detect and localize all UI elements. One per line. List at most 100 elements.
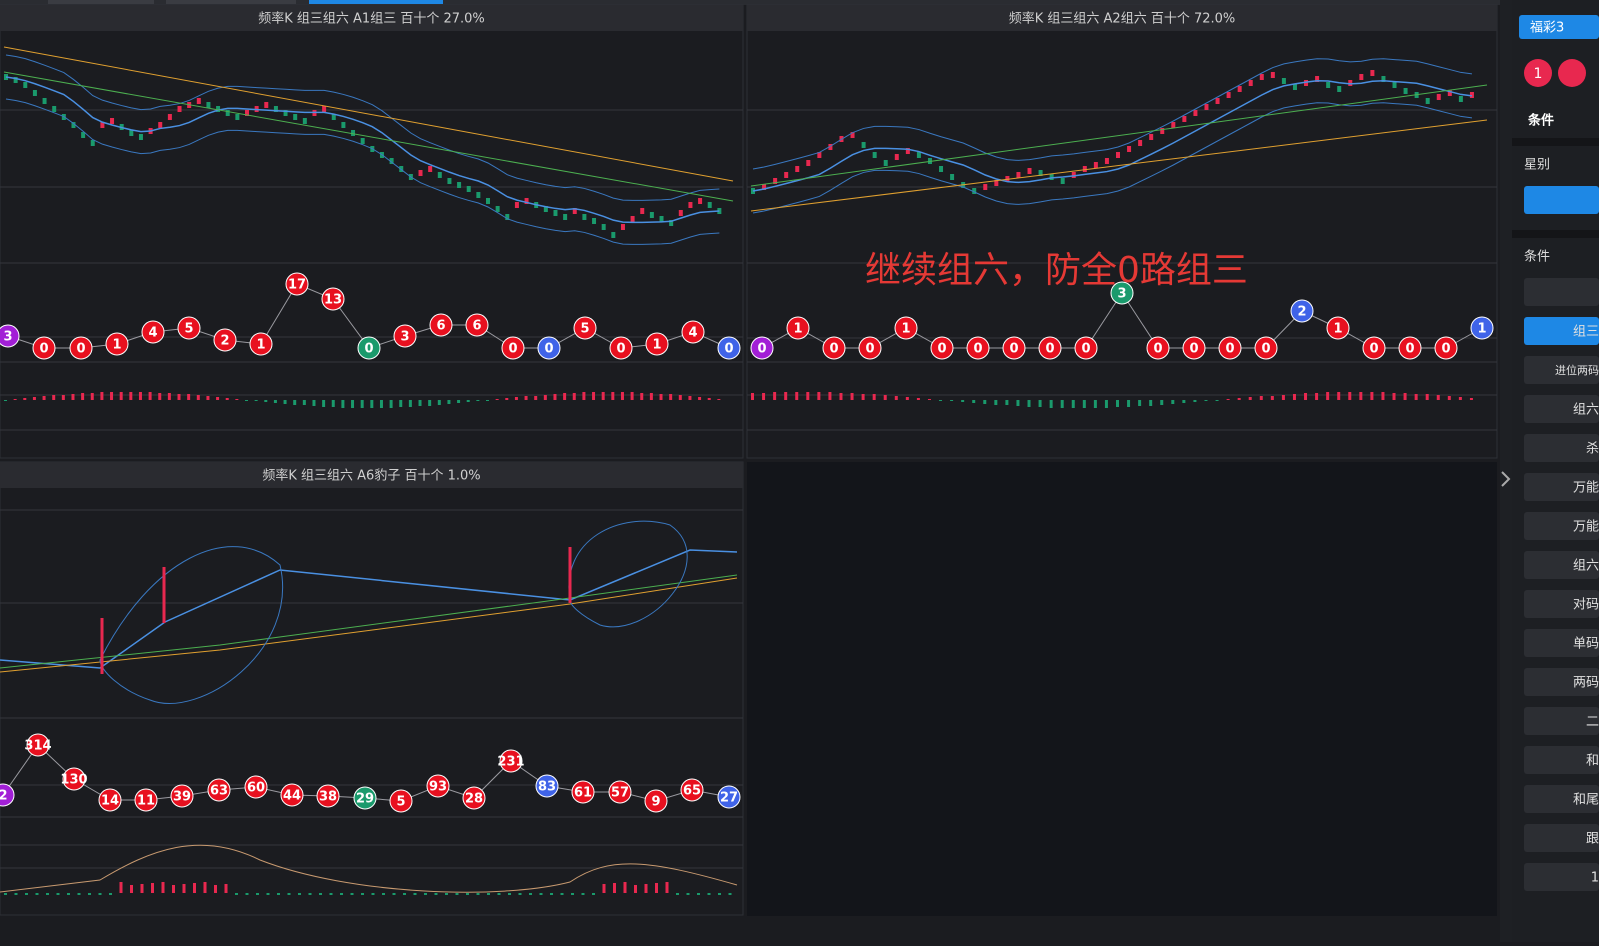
macd-bar	[206, 396, 210, 400]
sidebar-button[interactable]	[1524, 317, 1599, 345]
sidebar-button[interactable]	[1524, 746, 1599, 774]
ball	[141, 320, 165, 344]
ball-label: 27	[720, 791, 738, 806]
splitter[interactable]	[1500, 0, 1512, 942]
ball-label: 0	[865, 342, 874, 357]
sidebar-button[interactable]	[1524, 395, 1599, 423]
sidebar-button[interactable]	[1524, 707, 1599, 735]
macd-bar	[707, 893, 711, 895]
sidebar-button[interactable]	[1524, 473, 1599, 501]
ball	[98, 788, 122, 812]
macd-bar	[371, 893, 375, 895]
candle	[1359, 74, 1364, 80]
macd-bar	[630, 392, 634, 400]
macd-bar	[130, 885, 133, 893]
macd-bar	[361, 893, 364, 895]
ball-label: 93	[429, 780, 447, 795]
macd-bar	[177, 394, 181, 400]
candle	[861, 142, 866, 148]
tab[interactable]	[48, 0, 154, 4]
tab[interactable]	[166, 0, 296, 4]
macd-bar	[487, 893, 490, 895]
macd-bar	[961, 400, 965, 402]
band-upper	[5, 54, 720, 201]
macd-bar	[1304, 393, 1308, 400]
ball	[609, 336, 633, 360]
sidebar-button[interactable]	[1524, 863, 1599, 891]
macd-bar	[4, 400, 7, 401]
macd-bar	[360, 400, 364, 408]
candle	[894, 154, 899, 160]
candle	[71, 122, 76, 128]
macd-bar	[939, 400, 943, 401]
collapse-arrow[interactable]	[1501, 471, 1511, 487]
macd-bar	[1116, 400, 1119, 407]
ball-label: 83	[538, 780, 556, 795]
candle	[245, 110, 249, 116]
macd-bar	[266, 893, 270, 895]
ball-label: 0	[829, 342, 838, 357]
candle	[630, 216, 635, 222]
macd-bar	[659, 394, 663, 400]
candle	[905, 148, 910, 154]
macd-bar	[277, 893, 280, 895]
ball	[1218, 336, 1242, 360]
macd-bar	[1182, 400, 1186, 403]
candle	[553, 210, 558, 216]
sidebar-button[interactable]	[1524, 512, 1599, 540]
ball	[1398, 336, 1422, 360]
lottery-tag[interactable]	[1519, 15, 1599, 39]
sidebar-button[interactable]	[1524, 551, 1599, 579]
ball	[26, 733, 50, 757]
ball-label: 0	[724, 342, 733, 357]
band-curve	[99, 520, 688, 704]
candle	[1160, 128, 1165, 134]
candle	[688, 202, 693, 208]
macd-bar	[1082, 400, 1086, 408]
macd-bar	[728, 893, 732, 895]
tab-active[interactable]	[309, 0, 443, 4]
candle	[457, 182, 462, 188]
macd-bar	[861, 394, 865, 400]
ball-label: 5	[184, 322, 193, 337]
macd-bar	[1237, 398, 1241, 400]
macd-bar	[245, 400, 248, 401]
sidebar-button[interactable]	[1524, 590, 1599, 618]
ball	[571, 780, 595, 804]
macd-bar	[428, 400, 432, 406]
macd-bar	[392, 893, 396, 895]
candle	[476, 192, 481, 198]
sidebar-button[interactable]	[1524, 824, 1599, 852]
sidebar-button[interactable]	[1524, 629, 1599, 657]
macd-bar	[717, 399, 721, 400]
sidebar-button[interactable]	[1524, 668, 1599, 696]
star-button[interactable]	[1524, 186, 1599, 214]
macd-bar	[688, 396, 692, 400]
panel-title: 频率K 组三组六 A2组六 百十个 72.0%	[1009, 11, 1236, 27]
sidebar-button[interactable]	[1524, 356, 1599, 384]
ball-label: 0	[364, 342, 373, 357]
macd-bar	[138, 392, 142, 400]
macd-bar	[1359, 392, 1363, 400]
ball-label: 9	[651, 795, 660, 810]
condition-button[interactable]	[1524, 278, 1599, 306]
chart-panel	[0, 461, 744, 916]
macd-bar	[161, 882, 165, 893]
ball-label: 6	[472, 319, 481, 334]
macd-bar	[1392, 393, 1396, 400]
macd-bar	[669, 394, 673, 400]
macd-bar	[1049, 400, 1053, 408]
candle	[1226, 92, 1231, 98]
macd-bar	[4, 893, 7, 895]
condition-label: 条件	[1524, 249, 1550, 265]
candle	[42, 98, 47, 104]
ball-label: 0	[1153, 342, 1162, 357]
macd-bar	[883, 395, 887, 400]
candle	[52, 106, 57, 112]
sidebar-button[interactable]	[1524, 434, 1599, 462]
macd-bar	[1016, 400, 1020, 406]
sidebar-button-text: 二	[1586, 715, 1599, 730]
panel-title-bar	[0, 462, 743, 488]
sidebar-button[interactable]	[1524, 785, 1599, 813]
macd-bar	[370, 400, 374, 408]
